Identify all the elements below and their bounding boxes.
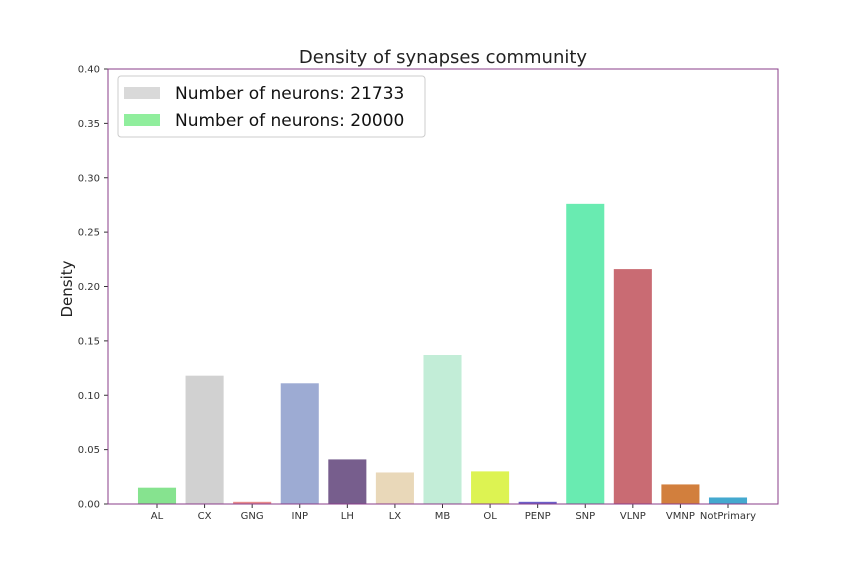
y-tick-label: 0.00 [78, 500, 100, 511]
legend-swatch-1 [124, 87, 160, 99]
bar-lh [328, 459, 367, 504]
y-tick-label: 0.30 [78, 173, 100, 184]
y-ticks-group: 0.00 0.05 0.10 0.15 0.20 0.25 0.30 0.35 0.40 [78, 65, 108, 511]
legend-swatch-2 [124, 114, 160, 126]
x-tick-label: NotPrimary [700, 511, 756, 522]
x-tick-label: LX [389, 511, 402, 522]
bar-notprimary [708, 497, 748, 504]
bar-gng [233, 501, 272, 504]
bars-group [137, 203, 748, 505]
plot-frame [107, 68, 779, 505]
legend-label-1: Number of neurons: 21733 [175, 84, 404, 104]
bar-vlnp [613, 269, 652, 504]
chart-title: Density of synapses community [299, 47, 588, 68]
y-tick-label: 0.20 [78, 282, 100, 293]
x-tick-label: CX [198, 511, 212, 522]
x-tick-label: LH [341, 511, 354, 522]
y-tick-label: 0.10 [78, 391, 100, 402]
x-tick-label: MB [435, 511, 451, 522]
legend-label-2: Number of neurons: 20000 [175, 111, 404, 131]
legend-box [117, 75, 426, 138]
bar-ol [471, 471, 510, 505]
x-tick-label: PENP [525, 511, 551, 522]
bar-vmnp [661, 484, 700, 504]
bar-penp [518, 501, 557, 504]
x-tick-label: SNP [575, 511, 595, 522]
y-tick-label: 0.15 [78, 336, 100, 347]
bar-mb [423, 355, 462, 504]
bar-lx [375, 472, 414, 504]
y-tick-label: 0.25 [78, 228, 100, 239]
x-tick-label: GNG [241, 511, 264, 522]
y-tick-label: 0.40 [78, 65, 100, 76]
x-tick-label: INP [292, 511, 308, 522]
bar-inp [280, 383, 319, 504]
x-tick-label: VLNP [620, 511, 646, 522]
x-tick-label: VMNP [666, 511, 695, 522]
x-tick-label: OL [483, 511, 497, 522]
legend: Number of neurons: 21733 Number of neuro… [117, 75, 426, 138]
bar-al [137, 487, 177, 504]
y-axis-label: Density [58, 260, 76, 317]
bar-snp [566, 203, 605, 504]
y-tick-label: 0.05 [78, 445, 100, 456]
bar-cx [185, 375, 224, 504]
x-ticks-group: AL CX GNG INP LH LX MB OL PENP SNP VLNP VMNP NotPrim… [151, 504, 756, 522]
y-tick-label: 0.35 [78, 119, 100, 130]
x-tick-label: AL [151, 511, 164, 522]
